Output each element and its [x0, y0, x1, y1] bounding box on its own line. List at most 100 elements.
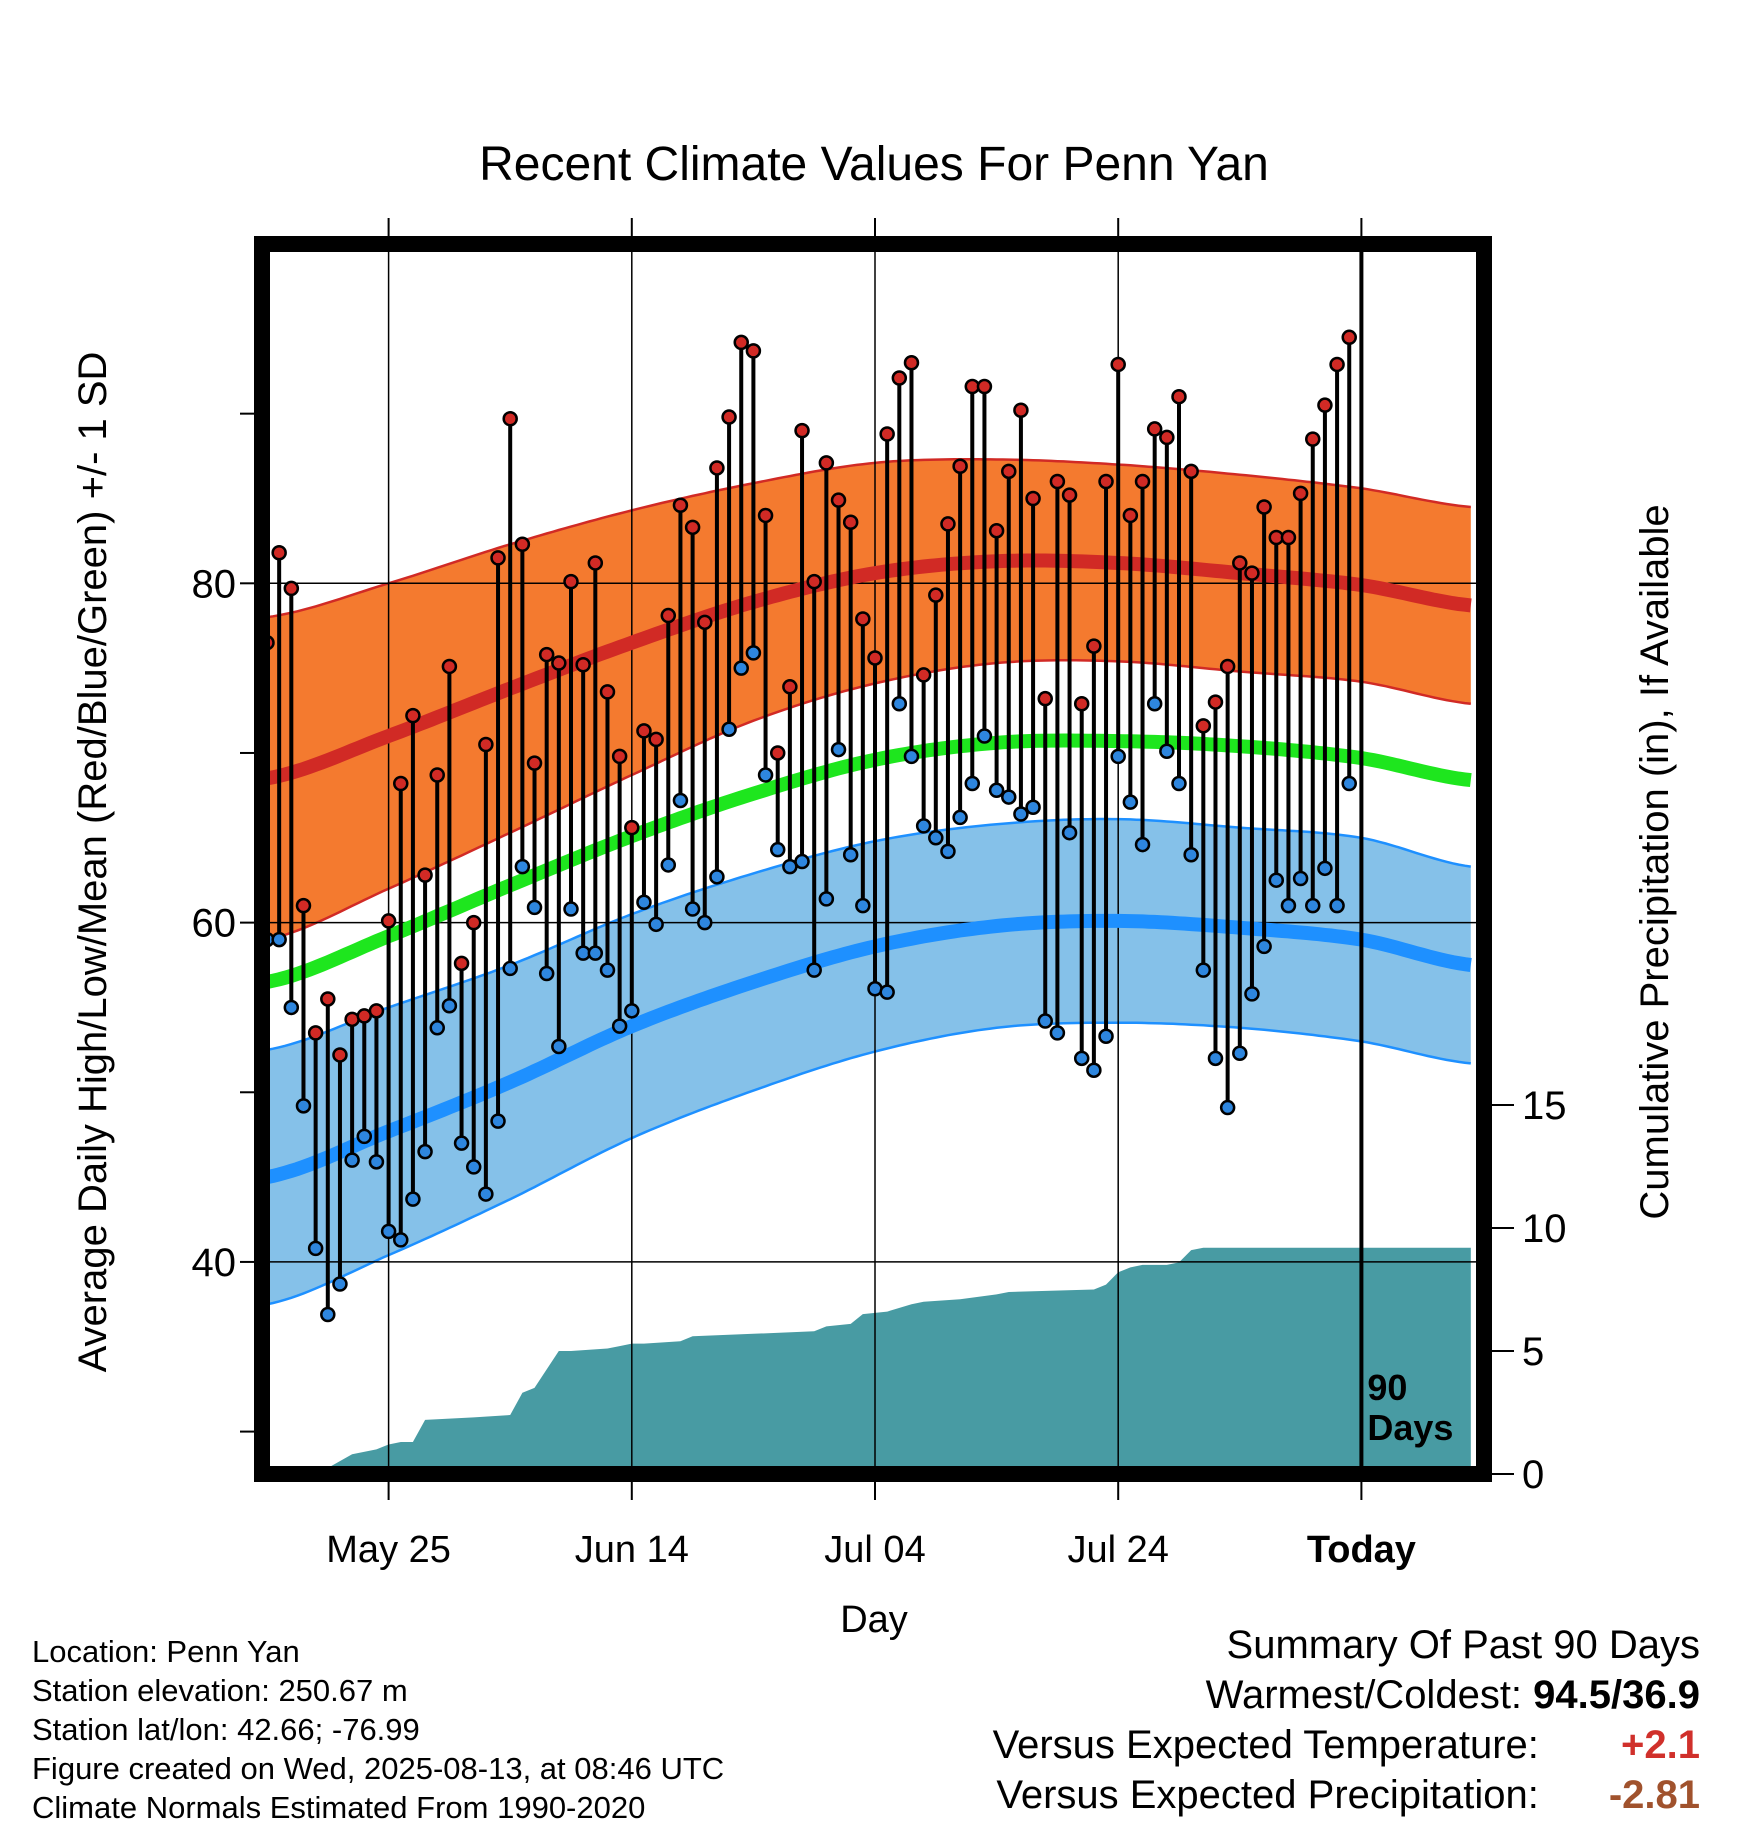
daily-low-point: [563, 901, 579, 917]
latlon-text: Station lat/lon: 42.66; -76.99: [32, 1712, 420, 1747]
daily-high-point: [988, 522, 1005, 539]
daily-high-point: [1013, 402, 1029, 419]
daily-low-point: [1256, 938, 1272, 955]
daily-high-point: [1001, 463, 1017, 480]
daily-high-point: [283, 580, 300, 597]
daily-high-point: [915, 667, 932, 683]
daily-low-point: [271, 931, 287, 948]
daily-high-point: [611, 748, 628, 765]
daily-low-point: [332, 1276, 348, 1292]
daily-high-point: [721, 409, 737, 425]
daily-high-point: [1086, 638, 1102, 654]
daily-high-point: [1073, 696, 1090, 712]
daily-high-point: [1159, 429, 1175, 446]
daily-high-point: [526, 755, 543, 771]
daily-high-point: [405, 707, 421, 724]
daily-high-point: [684, 519, 701, 536]
daily-low-point: [940, 843, 956, 860]
daily-high-point: [806, 573, 822, 590]
daily-low-point: [1207, 1050, 1224, 1067]
daily-low-point: [307, 1240, 324, 1257]
daily-low-point: [1280, 897, 1297, 914]
warmest-coldest-label: Warmest/Coldest:: [1205, 1673, 1523, 1717]
daily-high-point: [745, 343, 762, 359]
daily-high-point: [1110, 356, 1126, 373]
high-band-upper-edge: [266, 458, 1471, 619]
daily-high-point: [1025, 490, 1041, 507]
y2-tick-label: 10: [1522, 1207, 1567, 1251]
y-tick-label: 40: [192, 1241, 237, 1285]
daily-low-point: [356, 1128, 373, 1145]
daily-high-point: [903, 355, 920, 371]
daily-high-point: [1122, 507, 1139, 524]
daily-low-point: [976, 728, 993, 744]
daily-high-point: [782, 679, 798, 695]
daily-low-point: [1013, 806, 1029, 822]
daily-low-point: [636, 894, 652, 911]
daily-high-point: [551, 655, 567, 671]
daily-low-point: [1341, 775, 1357, 792]
daily-high-point: [514, 536, 531, 553]
chart-title: Recent Climate Values For Penn Yan: [479, 138, 1269, 191]
low-band-upper-edge: [266, 817, 1471, 1052]
daily-high-point: [794, 422, 810, 439]
daily-high-point: [1244, 565, 1260, 581]
daily-low-point: [794, 853, 810, 870]
daily-low-point: [1305, 897, 1321, 914]
daily-low-point: [587, 945, 604, 961]
daily-high-point: [1232, 555, 1248, 571]
elevation-text: Station elevation: 250.67 m: [32, 1673, 408, 1708]
daily-low-point: [514, 858, 531, 875]
x-tick-label: Today: [1307, 1529, 1416, 1571]
daily-high-point: [1171, 388, 1187, 405]
summary-warmest-coldest: Warmest/Coldest: 94.5/36.9: [993, 1670, 1700, 1720]
daily-high-point: [465, 914, 482, 931]
daily-high-point: [332, 1047, 348, 1063]
daily-low-point: [295, 1098, 312, 1114]
daily-high-point: [1195, 718, 1212, 734]
y-tick-label: 60: [192, 902, 237, 946]
daily-low-point: [757, 767, 774, 783]
x-tick-label: Jun 14: [575, 1529, 689, 1571]
daily-low-point: [1134, 836, 1151, 853]
y-axis-label: Average Daily High/Low/Mean (Red/Blue/Gr…: [71, 352, 115, 1373]
daily-high-point: [453, 955, 470, 972]
daily-low-point: [1025, 799, 1041, 816]
summary-precipitation: Versus Expected Precipitation: -2.81: [993, 1770, 1700, 1820]
daily-low-point: [709, 869, 725, 885]
daily-high-point: [1061, 487, 1078, 503]
daily-high-point: [1183, 463, 1199, 480]
created-text: Figure created on Wed, 2025-08-13, at 08…: [32, 1751, 725, 1786]
summary-temperature: Versus Expected Temperature: +2.1: [993, 1720, 1700, 1770]
daily-low-point: [988, 782, 1005, 799]
daily-high-point: [1207, 694, 1224, 710]
daily-high-point: [1329, 356, 1345, 373]
daily-low-point: [1183, 847, 1199, 863]
daily-low-point: [1159, 743, 1175, 760]
daily-high-point: [393, 775, 409, 792]
daily-high-point: [891, 370, 908, 386]
daily-low-point: [1195, 962, 1212, 978]
precipitation-value: -2.81: [1608, 1773, 1700, 1817]
normal-high-line: [265, 553, 1472, 786]
temperature-label: Versus Expected Temperature:: [992, 1723, 1539, 1767]
daily-high-point: [830, 492, 847, 508]
daily-low-point: [1110, 748, 1126, 765]
daily-low-point: [380, 1223, 397, 1240]
low-band-lower-edge: [266, 1021, 1471, 1306]
y2-tick-label: 15: [1522, 1084, 1567, 1128]
daily-high-point: [928, 587, 944, 603]
daily-high-point: [842, 514, 859, 530]
daily-high-point: [417, 867, 433, 883]
daily-low-point: [697, 914, 713, 931]
daily-low-point: [733, 660, 749, 676]
daily-low-point: [915, 818, 932, 834]
warmest-coldest-value: 94.5/36.9: [1533, 1673, 1700, 1717]
x-axis-label: Day: [840, 1599, 908, 1641]
temperature-value: +2.1: [1621, 1723, 1700, 1767]
daily-low-point: [344, 1152, 360, 1168]
daily-high-point: [441, 658, 458, 675]
daily-high-point: [307, 1025, 324, 1041]
daily-low-point: [672, 792, 689, 809]
